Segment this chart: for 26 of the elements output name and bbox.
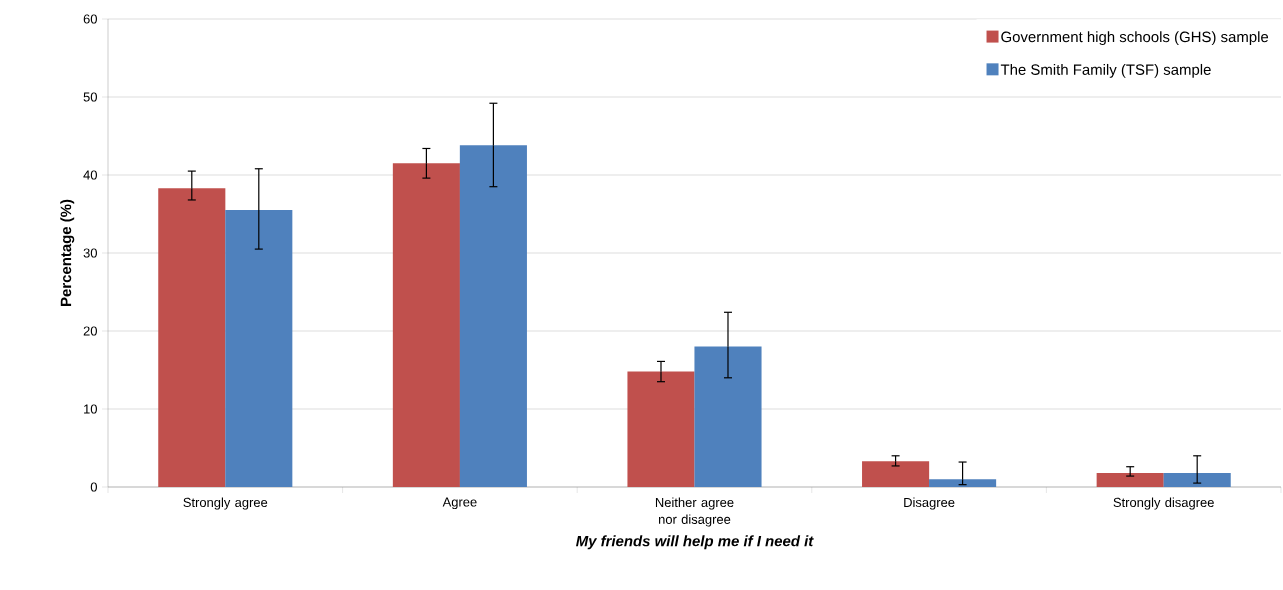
bar — [459, 145, 527, 487]
y-axis-title: Percentage (%) — [60, 199, 75, 306]
bar — [627, 371, 695, 487]
bar — [225, 210, 293, 487]
y-tick-label: 0 — [90, 482, 97, 492]
x-tick-label: Disagree — [904, 497, 955, 510]
bar — [158, 188, 226, 487]
bar — [929, 479, 997, 487]
x-axis-title: My friends will help me if I need it — [576, 535, 814, 550]
y-tick-label: 60 — [83, 14, 97, 24]
y-tick-label: 30 — [83, 248, 97, 258]
legend-label: Government high schools (GHS) sample — [1001, 31, 1269, 46]
y-tick-label: 50 — [83, 92, 97, 102]
x-tick-label: Strongly disagree — [1113, 497, 1214, 510]
bar — [1163, 472, 1231, 487]
x-tick-label: Agree — [442, 497, 477, 510]
bar — [392, 163, 460, 487]
y-tick-label: 40 — [83, 170, 97, 180]
x-tick-label: Neither agree nor disagree — [655, 497, 734, 527]
y-tick-label: 20 — [83, 326, 97, 336]
bar — [1096, 472, 1164, 487]
legend-label: The Smith Family (TSF) sample — [1000, 63, 1211, 78]
x-tick-label: Strongly agree — [183, 497, 268, 510]
bar — [694, 346, 762, 487]
bar — [862, 461, 930, 487]
y-tick-label: 10 — [84, 404, 97, 414]
